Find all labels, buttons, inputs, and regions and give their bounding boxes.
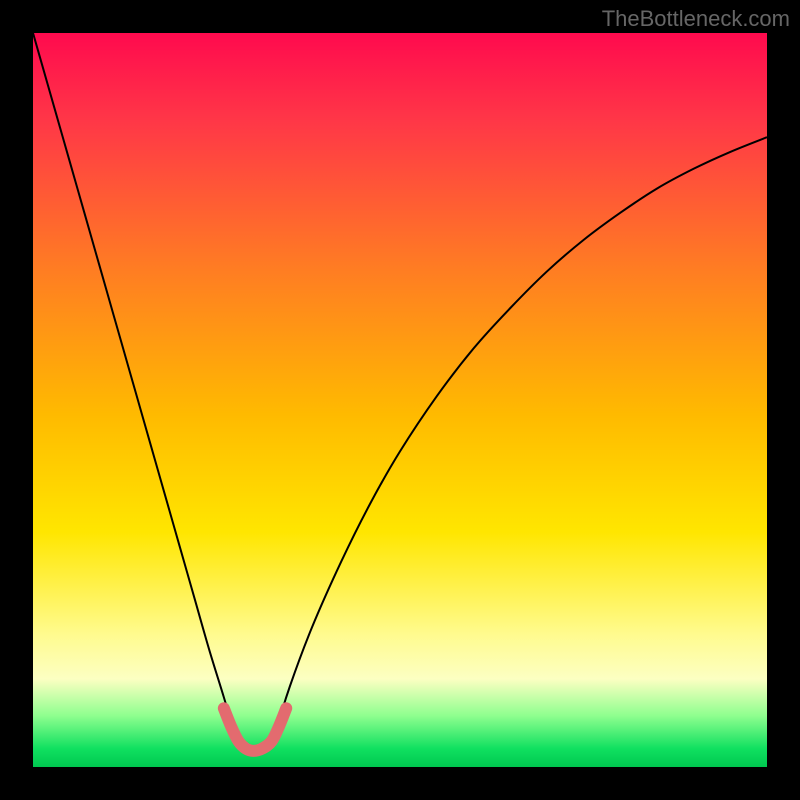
- chart-svg: [33, 33, 767, 767]
- gradient-background: [33, 33, 767, 767]
- plot-frame: [33, 33, 767, 767]
- watermark-text: TheBottleneck.com: [602, 6, 790, 32]
